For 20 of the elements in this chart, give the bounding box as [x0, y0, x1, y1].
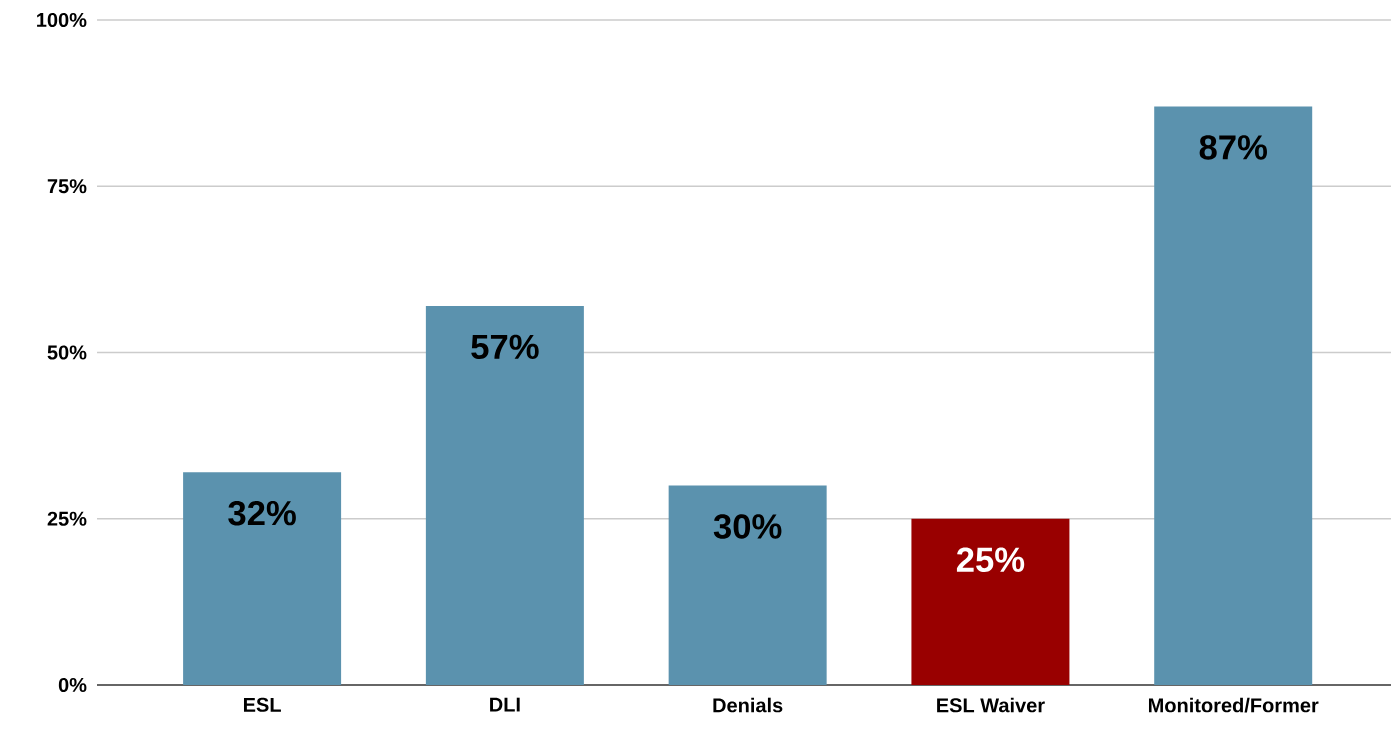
y-tick-label: 25%: [47, 511, 87, 526]
y-tick-label: 75%: [47, 179, 87, 194]
data-label: 32%: [228, 500, 296, 526]
y-tick-label: 100%: [37, 12, 87, 28]
x-tick-label: ESL: [243, 697, 281, 712]
bar: [1154, 106, 1313, 685]
bar: [668, 485, 827, 685]
bar: [911, 518, 1070, 685]
bar: [425, 305, 584, 685]
y-tick-label: 0%: [58, 677, 87, 693]
x-tick-label: DLI: [490, 697, 520, 712]
y-tick-label: 50%: [47, 345, 87, 360]
x-tick-label: ESL Waiver: [937, 697, 1045, 713]
bar: [183, 472, 342, 685]
data-label: 57%: [471, 334, 539, 360]
data-label: 87%: [1199, 135, 1267, 160]
x-tick-label: Monitored/Former: [1148, 697, 1319, 713]
x-tick-label: Denials: [713, 697, 783, 713]
data-label: 30%: [713, 514, 782, 539]
data-label: 25%: [956, 547, 1025, 572]
